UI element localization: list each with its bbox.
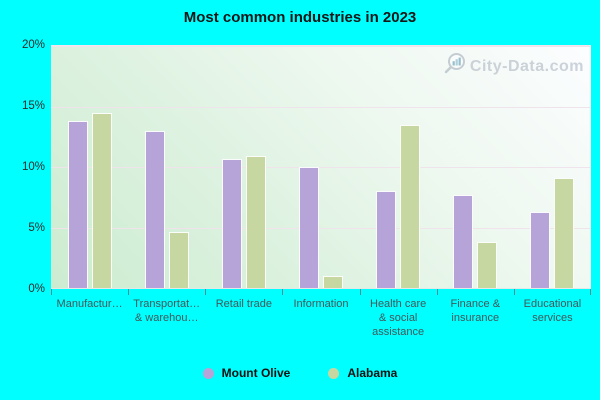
x-tick <box>590 289 591 295</box>
legend-item-mount-olive: Mount Olive <box>202 366 291 380</box>
watermark: City-Data.com <box>443 52 584 81</box>
x-axis-label: Finance & insurance <box>450 298 501 324</box>
bar-alabama <box>168 232 189 288</box>
x-axis-label: Manufactur… <box>56 298 123 310</box>
x-tick <box>513 289 515 295</box>
bar-mount-olive <box>221 158 242 288</box>
x-axis-label: Retail trade <box>215 298 272 310</box>
x-axis-label: Educational services <box>523 298 582 324</box>
bar-alabama <box>91 112 112 288</box>
bar-groups <box>51 46 591 288</box>
bar-group <box>514 46 591 288</box>
bar-mount-olive <box>376 191 397 288</box>
x-axis-label: Health care & social assistance <box>370 298 427 338</box>
bar-mount-olive <box>453 194 474 288</box>
bar-group <box>360 46 437 288</box>
legend-label-alabama: Alabama <box>347 366 398 380</box>
x-tick <box>128 289 130 295</box>
mount-olive-swatch-icon <box>202 367 214 379</box>
gridline-10 <box>51 167 591 168</box>
y-tick-label: 0% <box>28 283 45 295</box>
x-tick <box>359 289 361 295</box>
x-tick <box>51 289 52 295</box>
city-data-logo-icon <box>443 52 467 81</box>
watermark-text: City-Data.com <box>469 57 584 75</box>
y-tick-label: 5% <box>28 222 45 234</box>
bar-mount-olive <box>298 167 319 288</box>
gridline-15 <box>51 106 591 108</box>
x-axis-label: Information <box>293 298 349 310</box>
legend: Mount Olive Alabama <box>0 366 600 380</box>
x-axis-labels: Manufactur… Transportat… & warehou… Retail… <box>51 297 591 339</box>
bar-mount-olive <box>530 211 551 288</box>
gridline-5 <box>51 227 591 229</box>
bar-group <box>51 46 128 288</box>
bar-alabama <box>477 242 498 288</box>
x-tick <box>282 289 284 295</box>
bar-group <box>128 46 205 288</box>
bar-alabama <box>245 156 266 288</box>
bar-mount-olive <box>144 130 165 288</box>
y-tick-label: 15% <box>21 100 45 112</box>
x-tick <box>205 289 207 295</box>
legend-item-alabama: Alabama <box>328 366 397 380</box>
bar-group <box>205 46 282 288</box>
bar-alabama <box>554 177 575 288</box>
bar-group <box>282 46 359 288</box>
bar-alabama <box>322 275 343 288</box>
x-axis-label: Transportat… & warehou… <box>133 298 201 324</box>
bar-group <box>437 46 514 288</box>
y-tick-label: 20% <box>21 39 45 51</box>
bar-mount-olive <box>67 121 88 288</box>
legend-label-mount-olive: Mount Olive <box>221 366 291 380</box>
y-tick-label: 10% <box>21 161 45 173</box>
alabama-swatch-icon <box>328 367 340 379</box>
gridline-20 <box>51 46 591 47</box>
chart-plot-area: City-Data.com <box>51 45 591 295</box>
bar-alabama <box>400 124 421 288</box>
x-tick <box>436 289 438 295</box>
chart-title: Most common industries in 2023 <box>183 9 417 26</box>
y-axis: 20% 15% 10% 5% 0% <box>0 39 45 295</box>
